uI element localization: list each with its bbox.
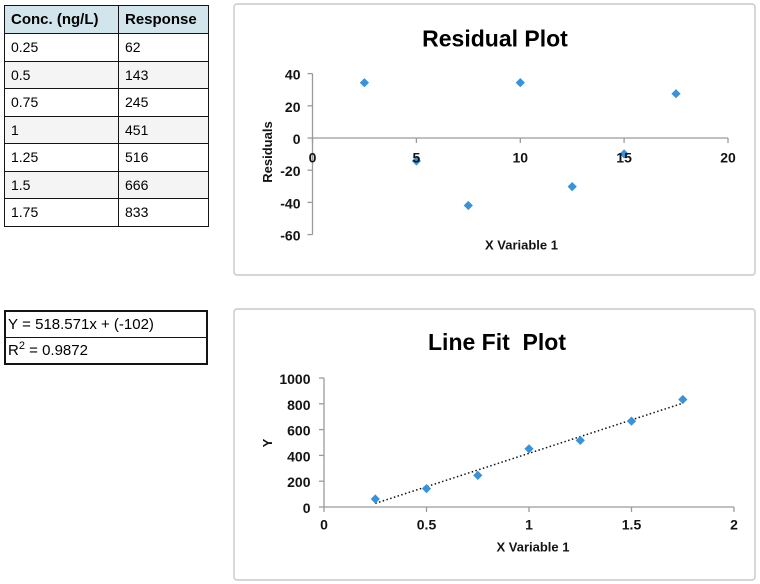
svg-text:0: 0	[320, 517, 328, 533]
svg-text:1.5: 1.5	[622, 517, 642, 533]
svg-text:0: 0	[309, 150, 317, 166]
svg-text:Line Fit Plot: Line Fit Plot	[428, 329, 566, 355]
svg-text:10: 10	[513, 150, 529, 166]
svg-text:Residuals: Residuals	[260, 121, 275, 182]
svg-text:15: 15	[616, 150, 632, 166]
svg-text:1000: 1000	[279, 371, 310, 387]
svg-text:800: 800	[287, 397, 311, 413]
svg-text:0: 0	[303, 500, 311, 516]
svg-text:-40: -40	[280, 195, 300, 211]
svg-text:20: 20	[285, 99, 301, 115]
svg-text:200: 200	[287, 474, 311, 490]
svg-text:0.5: 0.5	[417, 517, 437, 533]
svg-text:1: 1	[525, 517, 533, 533]
svg-text:X Variable 1: X Variable 1	[485, 238, 558, 253]
svg-text:Residual Plot: Residual Plot	[422, 26, 568, 52]
svg-text:600: 600	[287, 423, 311, 439]
svg-text:Y: Y	[260, 438, 275, 447]
svg-text:-60: -60	[280, 228, 300, 244]
svg-text:20: 20	[720, 150, 736, 166]
svg-text:40: 40	[285, 67, 301, 83]
svg-text:5: 5	[413, 150, 421, 166]
svg-text:X Variable 1: X Variable 1	[497, 540, 570, 555]
svg-text:400: 400	[287, 448, 311, 464]
svg-text:-20: -20	[280, 163, 300, 179]
svg-text:2: 2	[730, 517, 738, 533]
svg-text:0: 0	[293, 131, 301, 147]
